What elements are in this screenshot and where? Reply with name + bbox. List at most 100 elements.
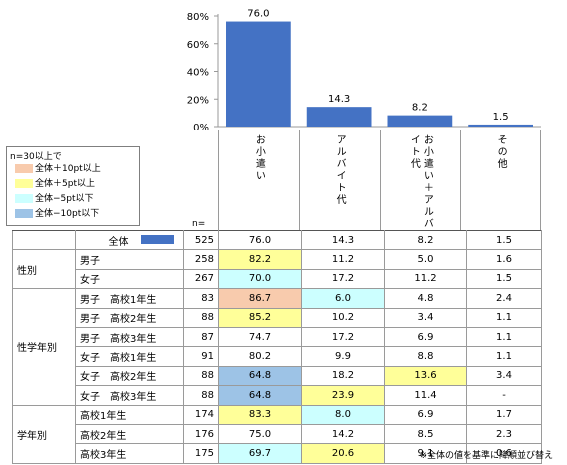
- value-cell: 1.1: [466, 307, 542, 328]
- table-row: 学年別 高校1年生 174 83.3 8.0 6.9 1.7: [12, 404, 542, 464]
- row-n: 525: [183, 229, 219, 251]
- column-header-3: お小遣い＋アルバイト代: [379, 130, 461, 230]
- y-tick-label: 80%: [187, 12, 209, 23]
- value-cell: 64.8: [218, 385, 302, 406]
- value-cell: -: [466, 385, 542, 406]
- value-cell: 64.8: [218, 365, 302, 387]
- value-cell: 2.3: [466, 423, 542, 445]
- value-cell: 20.6: [301, 443, 385, 464]
- value-cell: 18.2: [301, 365, 385, 387]
- y-tick-label: 60%: [187, 40, 209, 51]
- value-cell: 3.4: [466, 365, 542, 387]
- row-label: 高校3年生: [75, 443, 184, 464]
- value-cell: 8.5: [384, 423, 467, 445]
- legend-item: 全体＋5pt以上: [15, 179, 95, 189]
- column-header-2: アルバイト代: [298, 130, 380, 230]
- value-cell: 1.6: [466, 249, 542, 270]
- row-group-cell: [12, 229, 76, 251]
- value-cell: 69.7: [218, 443, 302, 464]
- results-table: 全体 525 76.0 14.3 8.2 1.5 性別 男子 258 82.2 11.2 5.0 1.6…: [12, 229, 542, 464]
- value-cell: 2.4: [466, 288, 542, 309]
- legend-swatch: [15, 194, 33, 203]
- value-cell: 70.0: [218, 268, 302, 290]
- table-row: 女子 267 70.0 17.2 11.2 1.5: [13, 268, 542, 290]
- legend-label: 全体−10pt以下: [35, 209, 100, 219]
- row-group-label: 性学年別: [12, 288, 76, 406]
- legend: n=30以上で 全体＋10pt以上 全体＋5pt以上全体−5pt以下全体−10pt…: [6, 146, 140, 226]
- value-cell: 1.1: [466, 346, 542, 367]
- value-cell: 8.2: [384, 229, 467, 251]
- value-cell: 1.5: [466, 268, 542, 290]
- row-label: 全体: [75, 229, 133, 251]
- value-cell: 9.9: [301, 346, 385, 367]
- table-row: 全体 525 76.0 14.3 8.2 1.5: [12, 229, 542, 251]
- value-cell: 17.2: [301, 268, 385, 290]
- value-cell: 6.9: [384, 326, 467, 348]
- legend-item: 全体−5pt以下: [15, 194, 94, 204]
- value-cell: 14.2: [301, 423, 385, 445]
- value-cell: 11.4: [384, 385, 467, 406]
- total-bar-cell: [132, 229, 184, 251]
- table-row: 性別 男子 258 82.2 11.2 5.0 1.6: [12, 249, 542, 290]
- value-cell: 11.2: [384, 268, 467, 290]
- row-label: 男子: [75, 249, 184, 270]
- table-row: 女子 高校2年生 88 64.8 18.2 13.6 3.4: [13, 365, 542, 387]
- row-label: 高校1年生: [75, 404, 184, 425]
- table-row: 性学年別 男子 高校1年生 83 86.7 6.0 4.8 2.4: [12, 288, 542, 406]
- row-n: 175: [183, 443, 219, 464]
- row-n: 87: [183, 326, 219, 348]
- legend-label: 全体＋10pt以上: [35, 164, 101, 174]
- value-cell: 76.0: [218, 229, 302, 251]
- row-label: 男子 高校3年生: [75, 326, 184, 348]
- value-cell: 83.3: [218, 404, 302, 425]
- bar-value-label: 1.5: [493, 112, 509, 123]
- value-cell: 1.1: [466, 326, 542, 348]
- bar-2: [306, 107, 372, 127]
- bar-value-label: 8.2: [412, 103, 428, 114]
- value-cell: 9.1: [384, 443, 467, 464]
- legend-item: 全体＋10pt以上: [15, 164, 101, 174]
- value-cell: 86.7: [218, 288, 302, 309]
- value-cell: 80.2: [218, 346, 302, 367]
- row-n: 88: [183, 307, 219, 328]
- legend-swatch: [15, 209, 33, 218]
- row-n: 88: [183, 385, 219, 406]
- table-row: 高校3年生 175 69.7 20.6 9.1 0.6: [13, 443, 542, 464]
- value-cell: 8.0: [301, 404, 385, 425]
- row-n: 83: [183, 288, 219, 309]
- total-bar-swatch: [140, 235, 174, 245]
- bar-3: [387, 115, 453, 127]
- value-cell: 1.7: [466, 404, 542, 425]
- row-n: 88: [183, 365, 219, 387]
- value-cell: 4.8: [384, 288, 467, 309]
- row-n: 176: [183, 423, 219, 445]
- row-label: 女子: [75, 268, 184, 290]
- legend-label: 全体＋5pt以上: [35, 179, 95, 189]
- legend-swatch: [15, 179, 33, 188]
- y-tick-label: 40%: [187, 68, 209, 79]
- row-group-label: 学年別: [12, 404, 76, 464]
- table-row: 女子 高校3年生 88 64.8 23.9 11.4-: [13, 385, 542, 406]
- legend-item: 全体−10pt以下: [15, 209, 99, 219]
- legend-title: n=30以上で: [10, 152, 62, 162]
- value-cell: 3.4: [384, 307, 467, 328]
- value-cell: 1.5: [466, 229, 542, 251]
- value-cell: 6.9: [384, 404, 467, 425]
- value-cell: 0.6: [466, 443, 542, 464]
- column-headers: お小遣い アルバイト代 お小遣い＋アルバイト代 その他: [218, 130, 541, 230]
- value-cell: 6.0: [301, 288, 385, 309]
- bar-1: [226, 21, 291, 127]
- y-tick-label: 0%: [193, 123, 209, 130]
- table-row: 男子 高校3年生 87 74.7 17.2 6.9 1.1: [13, 326, 542, 348]
- row-label: 女子 高校1年生: [75, 346, 184, 367]
- row-n: 174: [183, 404, 219, 425]
- bar-value-label: 76.0: [247, 9, 269, 20]
- value-cell: 11.2: [301, 249, 385, 270]
- y-tick-label: 20%: [187, 95, 209, 106]
- value-cell: 85.2: [218, 307, 302, 328]
- footnote: ※全体の値を基準に降順並び替え: [419, 451, 553, 461]
- row-n: 267: [183, 268, 219, 290]
- value-cell: 13.6: [384, 365, 467, 387]
- value-cell: 74.7: [218, 326, 302, 348]
- table-row: 女子 高校1年生 91 80.2 9.9 8.8 1.1: [13, 346, 542, 367]
